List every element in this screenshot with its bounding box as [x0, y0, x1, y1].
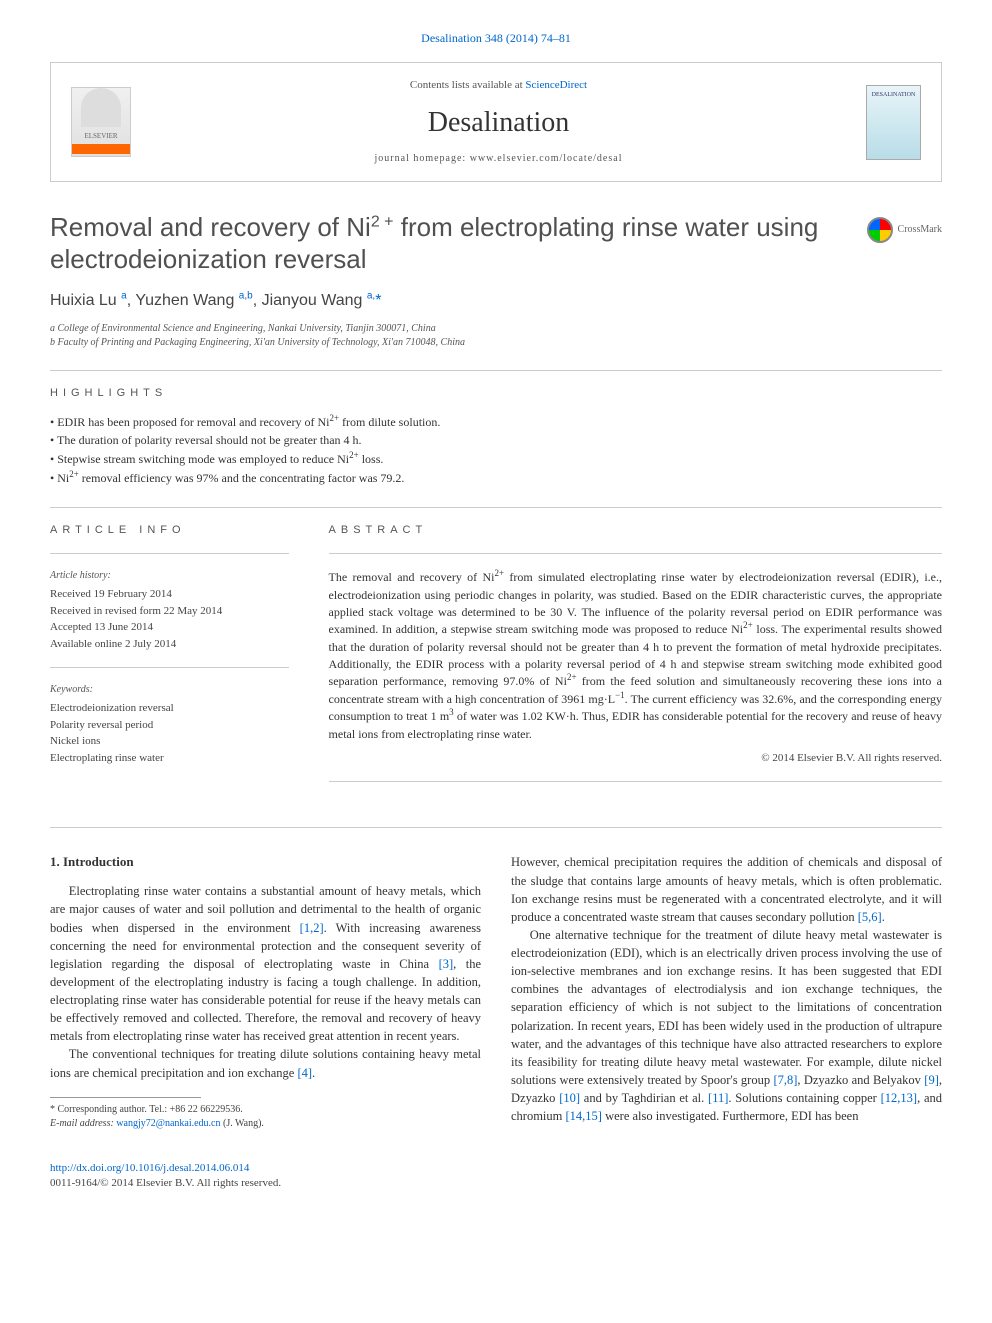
- intro-paragraph-3: However, chemical precipitation requires…: [511, 853, 942, 926]
- elsevier-orange-bar: [72, 144, 130, 154]
- history-line: Received in revised form 22 May 2014: [50, 603, 289, 620]
- homepage-url[interactable]: www.elsevier.com/locate/desal: [470, 153, 623, 164]
- keywords-block: Electrodeionization reversal Polarity re…: [50, 700, 289, 766]
- highlights-list: EDIR has been proposed for removal and r…: [50, 414, 942, 487]
- intro-heading: 1. Introduction: [50, 853, 481, 872]
- elsevier-logo: ELSEVIER: [71, 87, 131, 157]
- body-left-column: 1. Introduction Electroplating rinse wat…: [50, 853, 481, 1130]
- crossmark-icon: [867, 217, 893, 243]
- footer-block: http://dx.doi.org/10.1016/j.desal.2014.0…: [50, 1161, 942, 1192]
- elsevier-label: ELSEVIER: [84, 132, 117, 142]
- sciencedirect-link[interactable]: ScienceDirect: [525, 79, 587, 91]
- highlight-item: Ni2+ removal efficiency was 97% and the …: [50, 470, 942, 487]
- article-info-column: ARTICLE INFO Article history: Received 1…: [50, 523, 289, 798]
- history-line: Available online 2 July 2014: [50, 636, 289, 653]
- divider: [50, 827, 942, 828]
- highlight-item: EDIR has been proposed for removal and r…: [50, 414, 942, 431]
- history-block: Received 19 February 2014 Received in re…: [50, 586, 289, 652]
- intro-paragraph-4: One alternative technique for the treatm…: [511, 926, 942, 1125]
- keyword: Electrodeionization reversal: [50, 700, 289, 717]
- elsevier-tree-icon: [81, 88, 121, 127]
- footnote-divider: [50, 1097, 201, 1098]
- top-citation-link[interactable]: Desalination 348 (2014) 74–81: [421, 31, 571, 45]
- keywords-label: Keywords:: [50, 683, 289, 697]
- abstract-column: ABSTRACT The removal and recovery of Ni2…: [329, 523, 942, 798]
- journal-header: ELSEVIER Contents lists available at Sci…: [50, 62, 942, 183]
- highlight-item: Stepwise stream switching mode was emplo…: [50, 451, 942, 468]
- history-line: Accepted 13 June 2014: [50, 619, 289, 636]
- footnote-email-suffix: (J. Wang).: [220, 1118, 263, 1129]
- issn-line: 0011-9164/© 2014 Elsevier B.V. All right…: [50, 1176, 942, 1191]
- divider: [329, 781, 942, 782]
- crossmark-badge[interactable]: CrossMark: [867, 217, 942, 243]
- divider: [329, 553, 942, 554]
- divider: [50, 370, 942, 371]
- header-center: Contents lists available at ScienceDirec…: [131, 78, 866, 167]
- info-abstract-row: ARTICLE INFO Article history: Received 1…: [50, 523, 942, 798]
- divider: [50, 553, 289, 554]
- journal-cover-thumbnail: DESALINATION: [866, 85, 921, 160]
- homepage-prefix: journal homepage:: [375, 153, 470, 164]
- abstract-copyright: © 2014 Elsevier B.V. All rights reserved…: [329, 751, 942, 766]
- intro-paragraph-2: The conventional techniques for treating…: [50, 1045, 481, 1081]
- doi-link[interactable]: http://dx.doi.org/10.1016/j.desal.2014.0…: [50, 1162, 249, 1174]
- divider: [50, 507, 942, 508]
- affiliation-b: b Faculty of Printing and Packaging Engi…: [50, 336, 942, 350]
- keyword: Nickel ions: [50, 733, 289, 750]
- footnote-email-label: E-mail address:: [50, 1118, 116, 1129]
- contents-line: Contents lists available at ScienceDirec…: [131, 78, 866, 93]
- history-line: Received 19 February 2014: [50, 586, 289, 603]
- title-sup: 2 +: [371, 214, 394, 231]
- authors-line: Huixia Lu a, Yuzhen Wang a,b, Jianyou Wa…: [50, 290, 942, 312]
- title-pre: Removal and recovery of Ni: [50, 212, 371, 242]
- contents-prefix: Contents lists available at: [410, 79, 525, 91]
- highlights-heading: HIGHLIGHTS: [50, 386, 942, 401]
- keyword: Polarity reversal period: [50, 717, 289, 734]
- abstract-text: The removal and recovery of Ni2+ from si…: [329, 569, 942, 743]
- footnote-email-link[interactable]: wangjy72@nankai.edu.cn: [116, 1118, 220, 1129]
- footnote-email-line: E-mail address: wangjy72@nankai.edu.cn (…: [50, 1117, 481, 1131]
- article-info-heading: ARTICLE INFO: [50, 523, 289, 538]
- corresponding-footnote: * Corresponding author. Tel.: +86 22 662…: [50, 1103, 481, 1131]
- history-label: Article history:: [50, 569, 289, 583]
- article-title: Removal and recovery of Ni2 + from elect…: [50, 212, 942, 274]
- abstract-heading: ABSTRACT: [329, 523, 942, 538]
- affiliation-a: a College of Environmental Science and E…: [50, 322, 942, 336]
- footnote-tel: * Corresponding author. Tel.: +86 22 662…: [50, 1103, 481, 1117]
- intro-paragraph-1: Electroplating rinse water contains a su…: [50, 882, 481, 1045]
- homepage-line: journal homepage: www.elsevier.com/locat…: [131, 152, 866, 166]
- highlight-item: The duration of polarity reversal should…: [50, 432, 942, 449]
- affiliations: a College of Environmental Science and E…: [50, 322, 942, 350]
- keyword: Electroplating rinse water: [50, 750, 289, 767]
- body-columns: 1. Introduction Electroplating rinse wat…: [50, 853, 942, 1130]
- body-right-column: However, chemical precipitation requires…: [511, 853, 942, 1130]
- top-citation: Desalination 348 (2014) 74–81: [50, 30, 942, 47]
- journal-name: Desalination: [131, 103, 866, 142]
- divider: [50, 667, 289, 668]
- crossmark-label: CrossMark: [898, 223, 942, 237]
